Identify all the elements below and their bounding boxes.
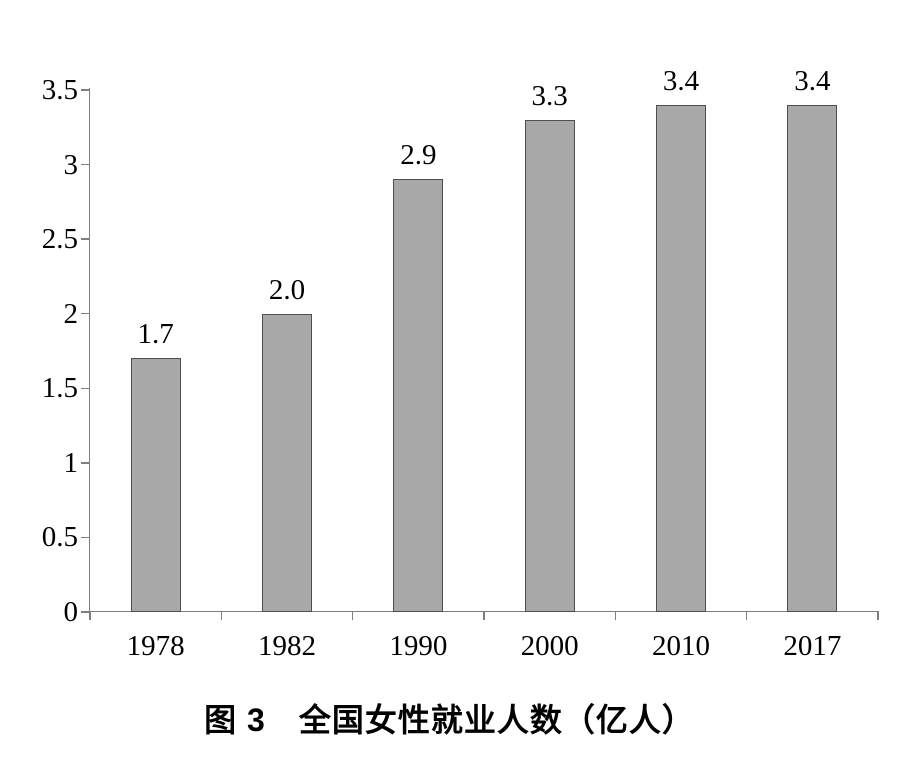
bar-value-label: 3.3 [531,79,568,112]
x-tick [89,611,91,620]
y-tick-label: 2 [63,297,79,330]
bar-value-label: 3.4 [662,64,700,97]
bar-value-label: 2.0 [268,273,306,306]
x-tick [351,611,354,620]
y-tick-label: 3 [63,148,79,181]
x-tick-label: 2017 [783,630,842,662]
y-tick-label: 1 [63,446,79,479]
y-tick-label: 3.5 [41,74,78,106]
y-tick-label: 0 [63,596,79,628]
x-tick [745,611,748,620]
y-tick-label: 0.5 [41,521,78,554]
x-tick-label: 1990 [389,630,448,662]
x-tick-label: 2010 [651,630,710,662]
y-tick [81,312,90,315]
y-tick-label: 2.5 [41,223,78,256]
bar [656,104,706,612]
bar [524,119,575,612]
x-tick [220,611,223,620]
y-tick [81,536,90,539]
y-axis-line [88,88,90,619]
y-tick [81,238,90,240]
y-tick [81,387,90,390]
y-tick [81,611,90,613]
x-tick-label: 2000 [520,630,579,662]
bar [130,358,181,612]
bar-value-label: 2.9 [400,139,437,172]
bar [393,179,444,612]
x-tick-label: 1978 [126,630,185,662]
x-tick [877,611,879,620]
bar [262,313,312,612]
x-tick [614,611,617,620]
bar [787,104,838,612]
y-tick [81,89,90,91]
bar-value-label: 3.4 [794,64,831,97]
bar-value-label: 1.7 [137,318,174,351]
y-tick [81,462,90,464]
x-tick-label: 1982 [257,630,316,662]
chart-title: 图 3 全国女性就业人数（亿人） [204,702,695,738]
y-tick-label: 1.5 [41,372,78,405]
y-tick [81,163,90,166]
x-tick [483,611,485,620]
